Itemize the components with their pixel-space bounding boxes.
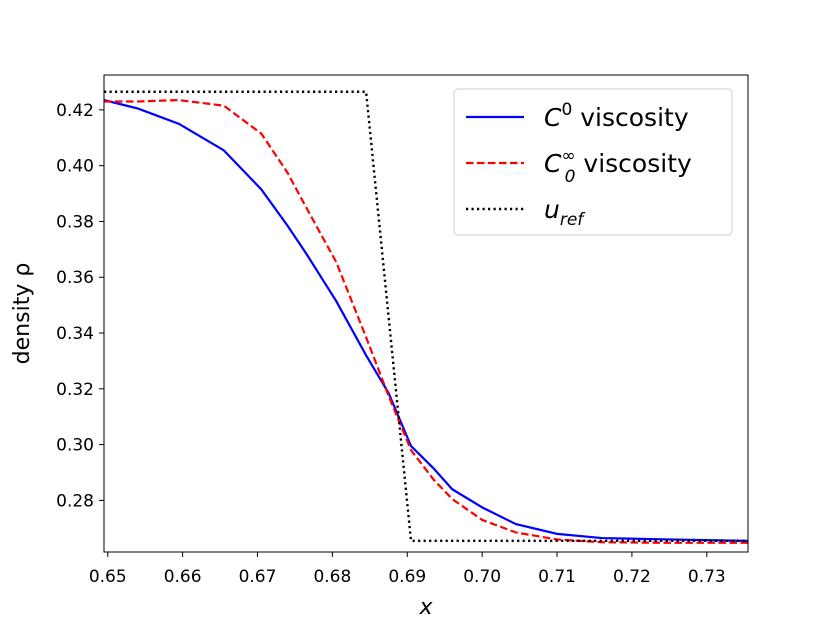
y-tick-label: 0.36 (56, 268, 94, 288)
series-line-1 (104, 99, 748, 544)
series-layer (104, 90, 748, 544)
legend-label-1: C∞ 0 viscosity (544, 146, 692, 187)
series-line-2 (104, 90, 748, 543)
y-tick-label: 0.34 (56, 324, 94, 344)
x-tick-label: 0.68 (313, 567, 351, 587)
y-tick-label: 0.30 (56, 436, 94, 456)
legend-label-2: uref (544, 195, 586, 230)
x-tick-label: 0.67 (239, 567, 277, 587)
x-tick-label: 0.71 (538, 567, 576, 587)
x-tick-label: 0.66 (164, 567, 202, 587)
y-tick-label: 0.32 (56, 380, 94, 400)
y-tick-label: 0.40 (56, 157, 94, 177)
legend: C0 viscosity C∞ 0 viscosity uref (453, 88, 733, 236)
x-axis-label: x (418, 595, 433, 620)
x-tick-label: 0.72 (613, 567, 651, 587)
x-tick-label: 0.65 (89, 567, 127, 587)
y-axis-label: density ρ (10, 263, 35, 365)
x-tick-label: 0.69 (388, 567, 426, 587)
plot-frame (103, 74, 749, 553)
ticks-layer: 0.65 0.66 0.67 0.68 0.69 0.70 0.71 0.72 0.73 0.28… (56, 101, 726, 587)
x-tick-label: 0.73 (688, 567, 726, 587)
y-tick-label: 0.28 (56, 491, 94, 511)
legend-box (453, 88, 733, 236)
x-tick-label: 0.70 (463, 567, 501, 587)
y-tick-label: 0.42 (56, 101, 94, 121)
legend-label-0: C0 viscosity (544, 100, 689, 132)
y-tick-label: 0.38 (56, 212, 94, 232)
